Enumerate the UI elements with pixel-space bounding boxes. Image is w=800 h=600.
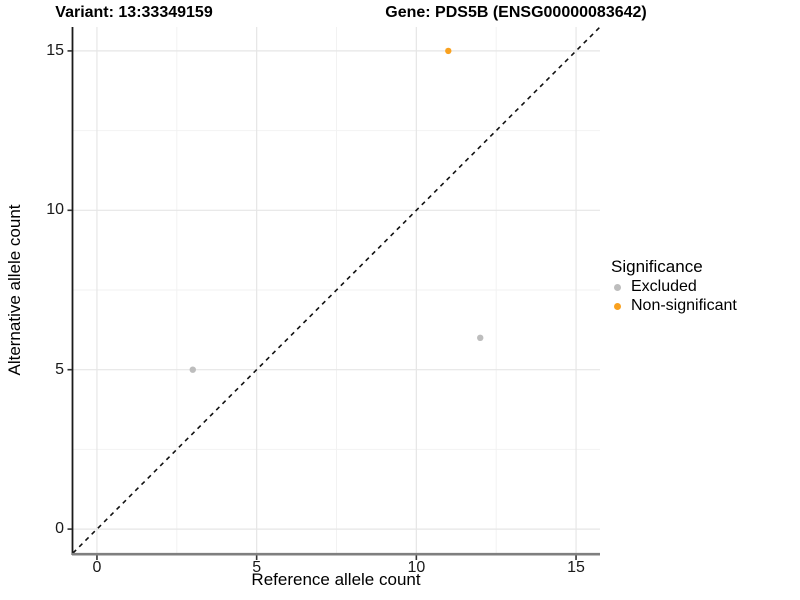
- legend-item-non-significant: Non-significant: [610, 297, 737, 315]
- x-axis-title: Reference allele count: [251, 570, 421, 589]
- identity-reference-line: [72, 26, 601, 554]
- data-point-excluded: [477, 334, 484, 342]
- y-tick-label: 5: [55, 360, 64, 378]
- x-tick-label: 15: [567, 559, 585, 576]
- legend-item-label: Excluded: [631, 278, 697, 295]
- legend: Significance Excluded Non-significant: [610, 256, 737, 315]
- excluded-point-icon: [614, 283, 621, 291]
- legend-item-label: Non-significant: [631, 297, 737, 314]
- y-tick-label: 0: [55, 520, 64, 538]
- legend-item-excluded: Excluded: [610, 278, 737, 296]
- y-axis-title: Alternative allele count: [5, 204, 24, 376]
- plot-title-gene: Gene: PDS5B (ENSG00000083642): [385, 4, 647, 21]
- legend-title: Significance: [611, 257, 703, 276]
- data-point-excluded: [189, 366, 196, 373]
- data-point-non-significant: [445, 47, 452, 55]
- x-tick-label: 0: [92, 559, 102, 576]
- y-tick-label: 10: [46, 201, 64, 219]
- non-significant-point-icon: [614, 302, 621, 310]
- plot-title-variant: Variant: 13:33349159: [55, 4, 213, 21]
- x-tick-label: 10: [407, 559, 426, 576]
- y-tick-label: 15: [46, 41, 64, 59]
- x-tick-label: 5: [252, 559, 262, 576]
